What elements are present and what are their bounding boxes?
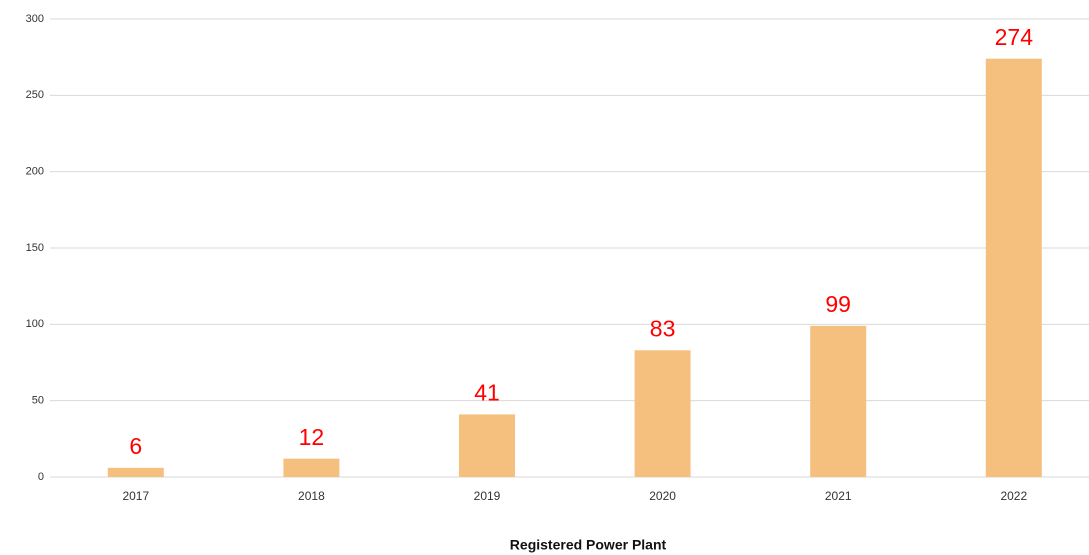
y-tick-label: 250 xyxy=(26,89,44,101)
data-label: 12 xyxy=(299,424,325,450)
x-tick-label: 2018 xyxy=(298,489,325,503)
x-tick-label: 2019 xyxy=(474,489,501,503)
data-label: 41 xyxy=(474,379,500,405)
y-tick-label: 200 xyxy=(26,166,44,178)
y-tick-label: 0 xyxy=(38,471,44,483)
data-label: 6 xyxy=(129,433,142,459)
x-tick-label: 2020 xyxy=(649,489,676,503)
y-tick-label: 50 xyxy=(32,395,44,407)
bar xyxy=(459,414,515,477)
bar xyxy=(634,350,691,477)
data-label: 99 xyxy=(825,291,851,317)
y-tick-label: 150 xyxy=(26,242,44,254)
y-tick-label: 100 xyxy=(26,318,44,330)
bar xyxy=(283,458,340,477)
y-tick-label: 300 xyxy=(26,13,44,25)
data-label: 83 xyxy=(650,315,676,341)
bar xyxy=(810,325,867,477)
x-tick-label: 2022 xyxy=(1000,489,1027,503)
bar xyxy=(107,467,164,477)
x-tick-label: 2021 xyxy=(825,489,852,503)
bar xyxy=(985,58,1042,478)
x-axis-title: Registered Power Plant xyxy=(510,537,667,553)
x-tick-label: 2017 xyxy=(122,489,149,503)
data-label: 274 xyxy=(995,24,1034,50)
